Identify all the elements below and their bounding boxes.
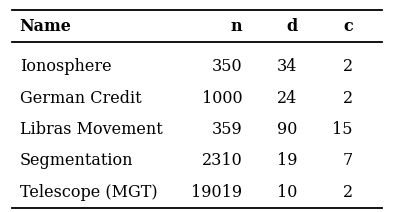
Text: 1000: 1000 (202, 90, 242, 107)
Text: Libras Movement: Libras Movement (20, 121, 162, 138)
Text: 19: 19 (277, 152, 297, 169)
Text: 2: 2 (342, 184, 353, 201)
Text: 24: 24 (277, 90, 297, 107)
Text: 19019: 19019 (191, 184, 242, 201)
Text: 350: 350 (212, 58, 242, 75)
Text: 2: 2 (342, 58, 353, 75)
Text: d: d (286, 18, 297, 35)
Text: 7: 7 (342, 152, 353, 169)
Text: Ionosphere: Ionosphere (20, 58, 112, 75)
Text: Segmentation: Segmentation (20, 152, 133, 169)
Text: 34: 34 (277, 58, 297, 75)
Text: 359: 359 (212, 121, 242, 138)
Text: 15: 15 (332, 121, 353, 138)
Text: German Credit: German Credit (20, 90, 141, 107)
Text: 10: 10 (277, 184, 297, 201)
Text: n: n (230, 18, 242, 35)
Text: 2: 2 (342, 90, 353, 107)
Text: Name: Name (20, 18, 72, 35)
Text: Telescope (MGT): Telescope (MGT) (20, 184, 157, 201)
Text: 2310: 2310 (202, 152, 242, 169)
Text: 90: 90 (277, 121, 297, 138)
Text: c: c (343, 18, 353, 35)
